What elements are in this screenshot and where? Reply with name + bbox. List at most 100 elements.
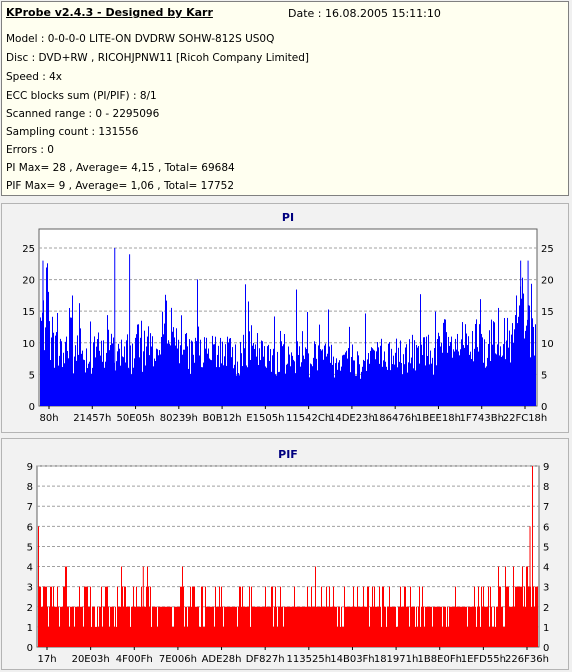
bar: [470, 351, 471, 406]
bar: [185, 606, 186, 647]
bar: [443, 322, 444, 406]
bar: [526, 325, 527, 406]
bar: [54, 367, 55, 406]
bar: [522, 277, 523, 406]
bar: [535, 324, 536, 406]
bar: [311, 364, 312, 406]
bar: [520, 586, 521, 647]
bar: [386, 626, 387, 647]
bar: [489, 626, 490, 647]
bar: [411, 606, 412, 647]
bar: [471, 606, 472, 647]
bar: [437, 606, 438, 647]
bar: [108, 606, 109, 647]
errors-line: Errors : 0: [6, 144, 54, 156]
y-tick-label-right: 3: [543, 583, 549, 594]
bar: [107, 315, 108, 406]
bar: [303, 606, 304, 647]
bar: [432, 626, 433, 647]
bar: [387, 606, 388, 647]
bar: [503, 626, 504, 647]
bar: [484, 606, 485, 647]
bar: [140, 337, 141, 406]
bar: [276, 375, 277, 406]
bar: [182, 354, 183, 406]
y-tick-label-left: 3: [27, 583, 33, 594]
bar: [449, 345, 450, 406]
bar: [419, 586, 420, 647]
bar: [201, 367, 202, 406]
bar: [142, 606, 143, 647]
bar: [67, 350, 68, 406]
bar: [367, 586, 368, 647]
bar: [164, 323, 165, 406]
bar: [105, 586, 106, 647]
bar: [453, 349, 454, 406]
bar: [103, 340, 104, 406]
bar: [311, 586, 312, 647]
bar: [158, 606, 159, 647]
bar: [203, 626, 204, 647]
bar: [395, 352, 396, 406]
bar: [482, 337, 483, 406]
bar: [223, 365, 224, 406]
bar: [307, 586, 308, 647]
bar: [468, 336, 469, 406]
bar: [260, 606, 261, 647]
bar: [394, 606, 395, 647]
bar: [478, 586, 479, 647]
bar: [220, 337, 221, 406]
bar: [263, 606, 264, 647]
bar: [350, 606, 351, 647]
bar: [137, 606, 138, 647]
bar: [187, 626, 188, 647]
pi-stats-line: PI Max= 28 , Average= 4,15 , Total= 6968…: [6, 162, 235, 174]
bar: [416, 606, 417, 647]
bar: [238, 606, 239, 647]
bar: [296, 606, 297, 647]
bar: [351, 356, 352, 406]
bar: [424, 337, 425, 406]
bar: [249, 586, 250, 647]
bar: [96, 626, 97, 647]
bar: [328, 606, 329, 647]
bar: [348, 348, 349, 406]
bar: [491, 606, 492, 647]
bar: [186, 606, 187, 647]
bar: [515, 586, 516, 647]
bar: [407, 606, 408, 647]
bar: [122, 356, 123, 406]
bar: [296, 289, 297, 406]
bar: [535, 586, 536, 647]
bar: [89, 361, 90, 406]
bar: [486, 606, 487, 647]
bar: [439, 336, 440, 406]
bar: [275, 374, 276, 406]
bar: [156, 606, 157, 647]
y-tick-label-left: 1: [27, 623, 33, 634]
bar: [451, 606, 452, 647]
bar: [397, 367, 398, 406]
bar: [454, 351, 455, 406]
bar: [221, 586, 222, 647]
bar: [179, 606, 180, 647]
bar: [341, 366, 342, 406]
bar: [276, 606, 277, 647]
bar: [174, 606, 175, 647]
bar: [371, 606, 372, 647]
bar: [282, 346, 283, 406]
bar: [200, 626, 201, 647]
bar: [319, 324, 320, 406]
bar: [398, 606, 399, 647]
bar: [476, 319, 477, 406]
bar: [439, 606, 440, 647]
bar: [434, 348, 435, 406]
bar: [486, 366, 487, 406]
pif-chart: PIF 0 0 1 1 2 2 3 3 4 4 5 5 6 6 7 7 8 8 9 9 17h 20E03h 4F00Fh 7E…: [27, 448, 550, 665]
bar: [479, 324, 480, 406]
bar: [458, 606, 459, 647]
bar: [359, 606, 360, 647]
bar: [197, 279, 198, 406]
bar: [298, 355, 299, 406]
pif-chart-panel: PIF 0 0 1 1 2 2 3 3 4 4 5 5 6 6 7 7 8 8 9 9 17h 20E03h 4F00Fh 7E…: [1, 438, 569, 670]
